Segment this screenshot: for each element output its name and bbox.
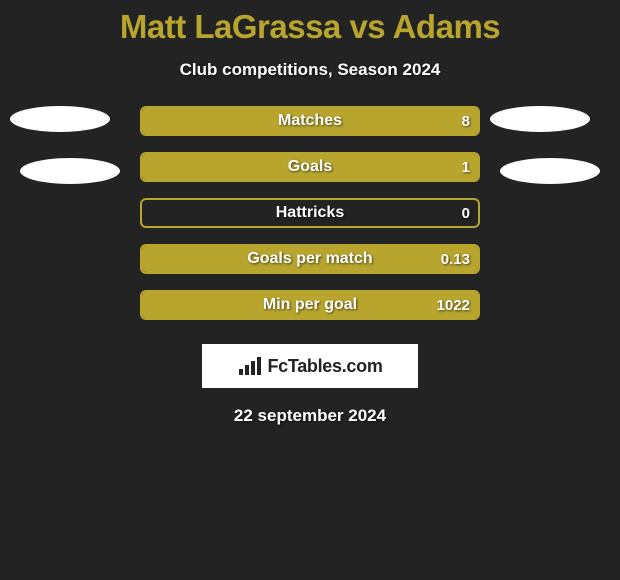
stat-label: Hattricks <box>142 200 478 226</box>
comparison-area: Matches8Goals1Hattricks0Goals per match0… <box>0 106 620 336</box>
stat-value-right: 1 <box>462 154 470 180</box>
stat-row: Matches8 <box>140 106 480 136</box>
stat-row: Min per goal1022 <box>140 290 480 320</box>
decorative-ellipse <box>10 106 110 132</box>
stat-label: Goals per match <box>142 246 478 272</box>
stat-row: Goals1 <box>140 152 480 182</box>
decorative-ellipse <box>20 158 120 184</box>
brand-box: FcTables.com <box>202 344 418 388</box>
stat-value-right: 0 <box>462 200 470 226</box>
infographic-container: Matt LaGrassa vs Adams Club competitions… <box>0 0 620 580</box>
subtitle: Club competitions, Season 2024 <box>0 60 620 80</box>
stat-label: Goals <box>142 154 478 180</box>
brand-text: FcTables.com <box>267 356 382 377</box>
stat-label: Matches <box>142 108 478 134</box>
stat-value-right: 8 <box>462 108 470 134</box>
bar-chart-icon <box>237 355 263 377</box>
decorative-ellipse <box>490 106 590 132</box>
stat-row: Hattricks0 <box>140 198 480 228</box>
stats-column: Matches8Goals1Hattricks0Goals per match0… <box>140 106 480 336</box>
stat-label: Min per goal <box>142 292 478 318</box>
page-title: Matt LaGrassa vs Adams <box>0 0 620 46</box>
stat-value-right: 0.13 <box>441 246 470 272</box>
brand-inner: FcTables.com <box>237 355 382 377</box>
stat-value-right: 1022 <box>437 292 470 318</box>
decorative-ellipse <box>500 158 600 184</box>
stat-row: Goals per match0.13 <box>140 244 480 274</box>
date-line: 22 september 2024 <box>0 406 620 426</box>
